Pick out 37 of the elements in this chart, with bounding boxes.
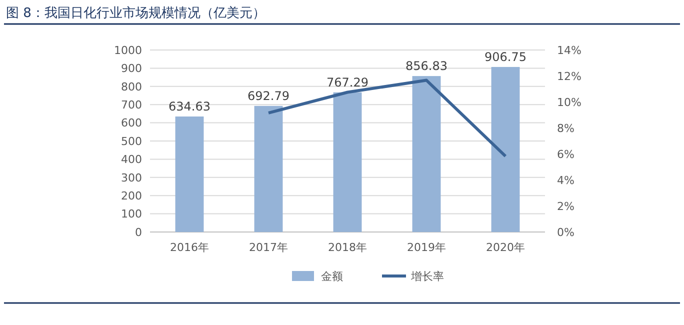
bar [254,106,283,232]
y-tick-label: 700 [121,98,142,112]
y2-tick-label: 14% [557,44,582,57]
bar [491,66,520,232]
y-tick-label: 400 [121,153,142,166]
y-tick-label: 500 [121,134,142,148]
bar [412,76,441,232]
x-tick-label: 2019年 [407,241,446,254]
legend-label: 金额 [321,270,343,283]
x-tick-label: 2018年 [328,241,367,254]
bar [333,92,362,232]
y-tick-label: 900 [121,62,142,76]
y2-tick-label: 2% [557,200,574,213]
data-label: 906.75 [484,50,526,64]
chart-title: 图 8：我国日化行业市场规模情况（亿美元） [6,5,266,21]
y-tick-label: 100 [121,208,142,221]
y-tick-label: 600 [121,116,142,130]
y2-tick-label: 4% [557,174,574,187]
bar [175,116,204,232]
y-tick-label: 200 [121,189,142,202]
y2-tick-label: 8% [557,122,574,135]
legend-label: 增长率 [410,270,444,283]
x-tick-label: 2016年 [170,241,209,254]
y2-tick-label: 6% [557,148,574,161]
y2-tick-label: 0% [557,226,574,239]
x-tick-label: 2017年 [249,241,288,254]
y2-tick-label: 12% [557,70,582,83]
data-label: 767.29 [326,75,368,90]
x-tick-label: 2020年 [486,241,525,254]
y-tick-label: 1000 [114,44,142,57]
data-label: 634.63 [168,99,210,114]
y2-tick-label: 10% [557,96,582,109]
data-label: 856.83 [406,59,448,74]
y-tick-label: 300 [121,171,142,184]
y-tick-label: 0 [135,226,142,239]
data-label: 692.79 [248,88,290,103]
y-tick-label: 800 [121,80,142,94]
